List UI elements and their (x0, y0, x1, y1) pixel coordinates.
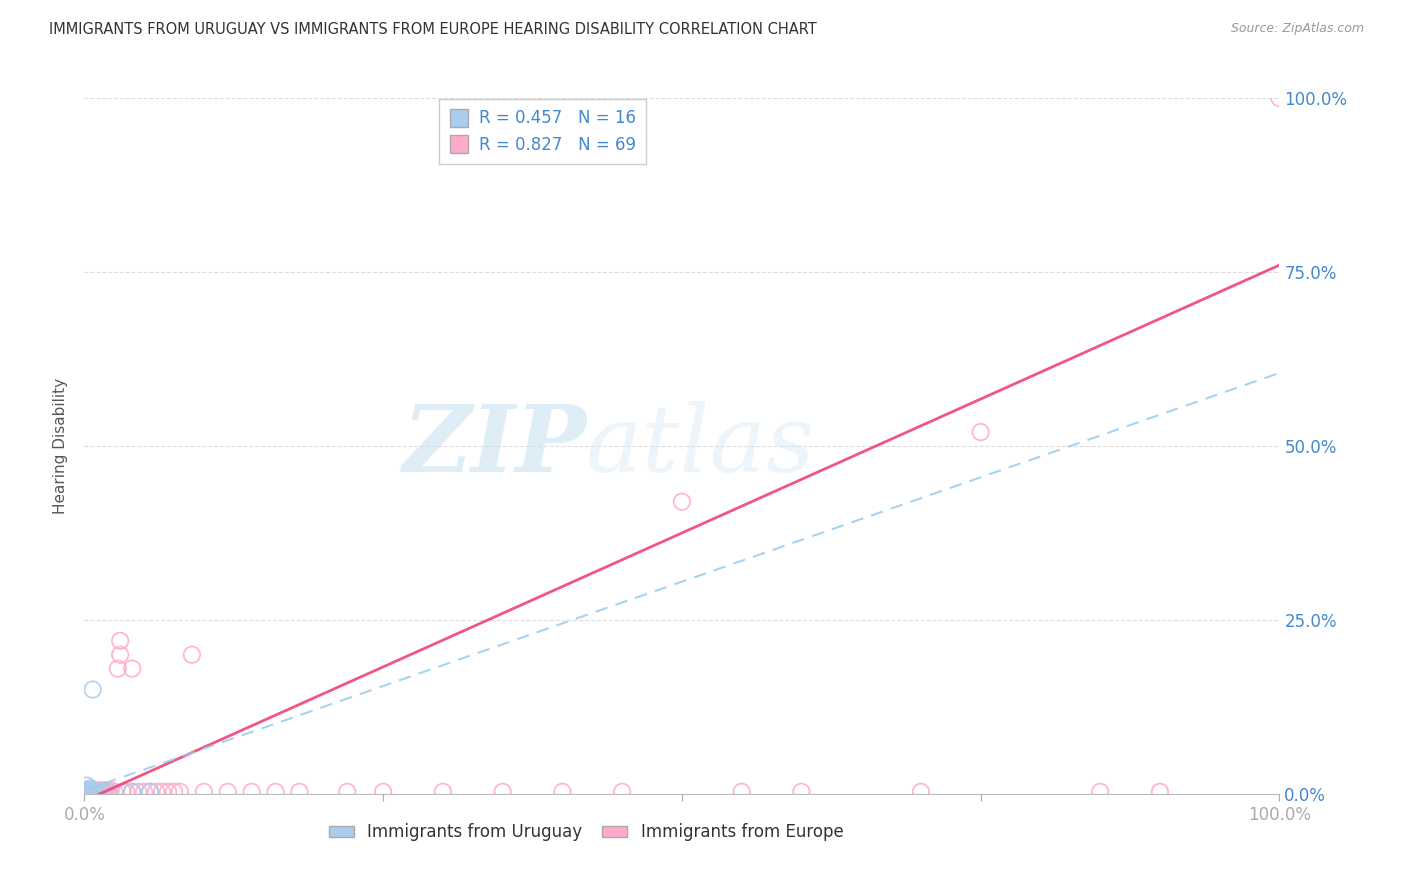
Point (76, 782, 98, 797)
Point (1268, 91, 1291, 105)
Point (91, 785, 114, 799)
Point (145, 785, 167, 799)
Point (93, 785, 115, 799)
Point (731, 785, 754, 799)
Point (76, 784, 98, 798)
Point (139, 785, 162, 799)
Point (77, 783, 100, 797)
Point (132, 785, 156, 799)
Point (612, 785, 634, 799)
Point (87, 785, 110, 799)
Text: IMMIGRANTS FROM URUGUAY VS IMMIGRANTS FROM EUROPE HEARING DISABILITY CORRELATION: IMMIGRANTS FROM URUGUAY VS IMMIGRANTS FR… (49, 22, 817, 37)
Point (163, 785, 186, 799)
Point (90, 785, 112, 799)
Point (432, 785, 454, 799)
Point (80, 785, 103, 799)
Point (169, 785, 191, 799)
Point (1090, 785, 1112, 799)
Point (100, 783, 122, 797)
Point (82, 785, 104, 799)
Point (127, 785, 149, 799)
Point (77, 785, 100, 799)
Point (103, 785, 125, 799)
Point (110, 633, 132, 648)
Point (121, 662, 143, 676)
Point (107, 662, 129, 676)
Point (240, 785, 263, 799)
Point (157, 785, 180, 799)
Point (1149, 785, 1171, 799)
Point (76, 785, 98, 799)
Point (970, 425, 993, 439)
Point (77, 785, 100, 799)
Point (84, 785, 107, 799)
Point (181, 648, 204, 662)
Point (150, 785, 173, 799)
Point (77, 785, 100, 799)
Y-axis label: Hearing Disability: Hearing Disability (53, 378, 69, 514)
Point (86, 783, 108, 797)
Point (139, 785, 162, 799)
Point (264, 785, 287, 799)
Legend: Immigrants from Uruguay, Immigrants from Europe: Immigrants from Uruguay, Immigrants from… (322, 817, 851, 848)
Point (93, 783, 115, 797)
Point (77, 785, 100, 799)
Point (97, 785, 120, 799)
Point (551, 785, 574, 799)
Point (373, 785, 395, 799)
Point (76, 783, 98, 797)
Point (89, 783, 111, 797)
Point (790, 785, 813, 799)
Point (97, 785, 120, 799)
Point (121, 785, 143, 799)
Text: ZIP: ZIP (402, 401, 586, 491)
Point (217, 785, 239, 799)
Point (193, 785, 215, 799)
Point (75, 785, 97, 799)
Point (79, 785, 101, 799)
Point (79, 785, 101, 799)
Point (91, 785, 114, 799)
Point (115, 785, 138, 799)
Point (86, 785, 108, 799)
Point (75, 785, 97, 799)
Point (111, 785, 134, 799)
Point (83, 783, 105, 797)
Point (110, 648, 132, 662)
Point (84, 785, 107, 799)
Point (80, 783, 103, 797)
Text: Source: ZipAtlas.com: Source: ZipAtlas.com (1230, 22, 1364, 36)
Point (82, 783, 104, 797)
Text: atlas: atlas (586, 401, 815, 491)
Point (83, 785, 105, 799)
Point (77, 783, 100, 797)
Point (288, 785, 311, 799)
Point (80, 785, 103, 799)
Point (84, 784, 107, 798)
Point (86, 785, 108, 799)
Point (77, 785, 100, 799)
Point (79, 783, 101, 797)
Point (671, 494, 693, 508)
Point (94, 783, 117, 797)
Point (910, 785, 932, 799)
Point (87, 785, 110, 799)
Point (83, 783, 105, 797)
Point (492, 785, 515, 799)
Point (75, 783, 97, 797)
Point (76, 779, 98, 793)
Point (86, 785, 108, 799)
Point (121, 785, 143, 799)
Point (336, 785, 359, 799)
Point (79, 781, 101, 796)
Point (82, 682, 104, 697)
